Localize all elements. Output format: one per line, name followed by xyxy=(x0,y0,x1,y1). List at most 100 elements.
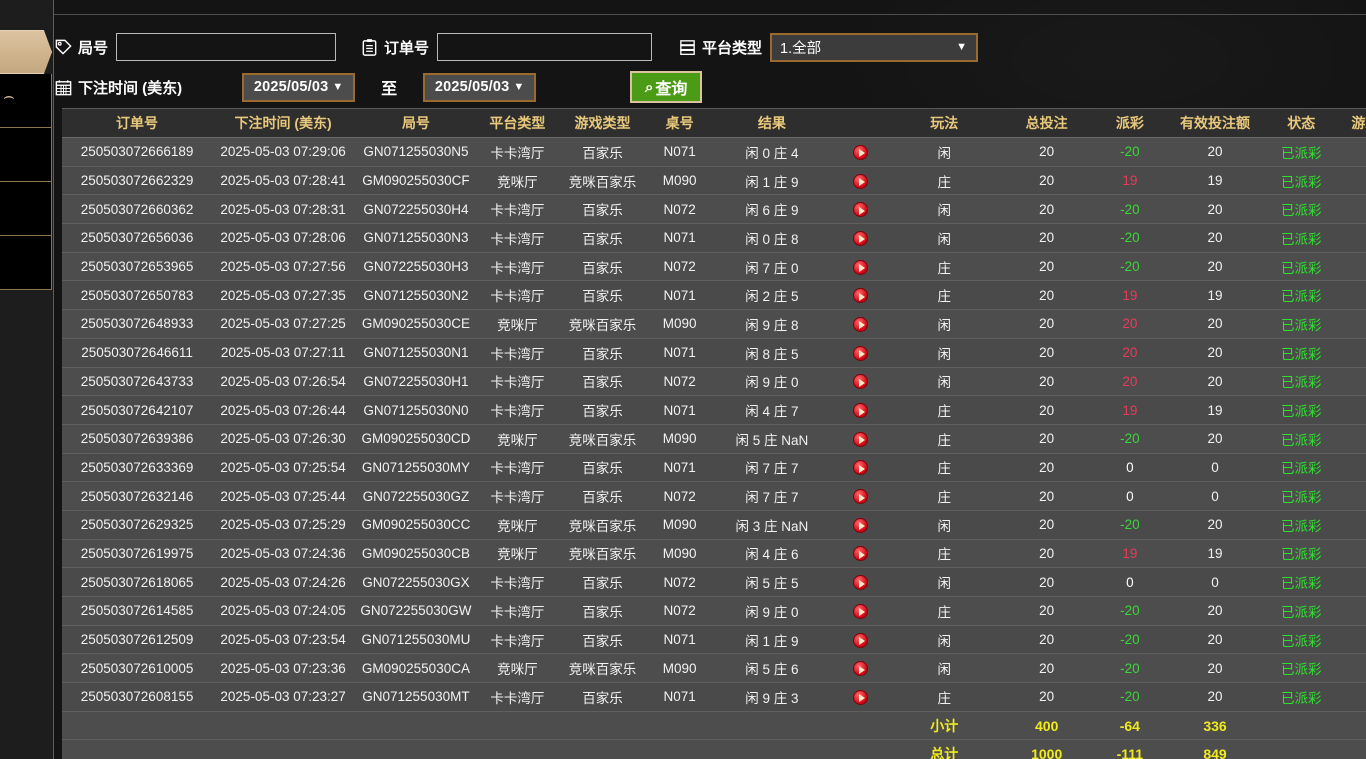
replay-cell xyxy=(832,567,889,597)
table-row[interactable]: 250503072639386 2025-05-03 07:26:30 GM0902… xyxy=(62,424,1366,454)
records-table: 订单号 下注时间 (美东) 局号 平台类型 游戏类型 桌号 结果 玩法 总投注 … xyxy=(62,108,1366,759)
payout-cell: 20 xyxy=(1093,338,1167,368)
table-row[interactable]: 250503072666189 2025-05-03 07:29:06 GN0712… xyxy=(62,137,1366,167)
play-replay-icon[interactable] xyxy=(853,546,869,562)
round-no-cell: GN071255030MU xyxy=(354,625,478,655)
play-replay-icon[interactable] xyxy=(853,288,869,304)
col-header-valid-bet[interactable]: 有效投注额 xyxy=(1166,108,1264,138)
play-replay-icon[interactable] xyxy=(853,230,869,246)
col-header-platform[interactable]: 平台类型 xyxy=(477,108,557,138)
result-cell: 闲 7 庄 7 xyxy=(711,481,833,511)
play-replay-icon[interactable] xyxy=(853,202,869,218)
order-no-cell: 250503072618065 xyxy=(62,567,213,597)
total-bet-cell: 20 xyxy=(1000,596,1094,626)
table-row[interactable]: 250503072650783 2025-05-03 07:27:35 GN0712… xyxy=(62,280,1366,311)
replay-cell xyxy=(832,367,889,397)
table-row[interactable]: 250503072614585 2025-05-03 07:24:05 GN0722… xyxy=(62,596,1366,626)
status-cell: 已派彩 xyxy=(1263,309,1339,339)
valid-bet-cell: 20 xyxy=(1166,596,1264,626)
order-no-cell: 250503072614585 xyxy=(62,596,213,626)
play-replay-icon[interactable] xyxy=(853,403,869,418)
play-replay-icon[interactable] xyxy=(853,689,869,705)
play-replay-icon[interactable] xyxy=(853,460,869,476)
table-row[interactable]: 250503072612509 2025-05-03 07:23:54 GN0712… xyxy=(62,625,1366,655)
col-header-method[interactable]: 玩法 xyxy=(888,108,1001,138)
result-cell: 闲 4 庄 7 xyxy=(711,395,833,425)
platform-type-select[interactable]: 1.全部 ▼ xyxy=(770,32,979,62)
col-header-total-bet[interactable]: 总投注 xyxy=(1000,108,1094,138)
table-row[interactable]: 250503072660362 2025-05-03 07:28:31 GN0722… xyxy=(62,194,1366,225)
table-row[interactable]: 250503072610005 2025-05-03 07:23:36 GM0902… xyxy=(62,653,1366,684)
play-replay-icon[interactable] xyxy=(853,632,869,648)
play-replay-icon[interactable] xyxy=(853,144,869,160)
calendar-icon xyxy=(54,78,73,97)
play-replay-icon[interactable] xyxy=(853,259,869,275)
valid-bet-cell: 0 xyxy=(1166,453,1264,483)
table-row[interactable]: 250503072629325 2025-05-03 07:25:29 GM0902… xyxy=(62,510,1366,540)
result-cell: 闲 9 庄 3 xyxy=(711,682,833,712)
date-to-picker[interactable]: 2025/05/03 ▼ xyxy=(423,72,537,102)
play-replay-icon[interactable] xyxy=(853,603,869,619)
col-header-order-no[interactable]: 订单号 xyxy=(62,108,213,138)
result-cell: 闲 9 庄 8 xyxy=(711,309,833,339)
game-type-cell: 竞咪百家乐 xyxy=(556,510,649,540)
table-row[interactable]: 250503072656036 2025-05-03 07:28:06 GN0712… xyxy=(62,223,1366,253)
table-row[interactable]: 250503072643733 2025-05-03 07:26:54 GN0722… xyxy=(62,367,1366,397)
footer-total-bet: 1000 xyxy=(1000,739,1094,759)
status-cell: 已派彩 xyxy=(1263,194,1339,225)
method-cell: 庄 xyxy=(888,166,1001,196)
table-row[interactable]: 250503072648933 2025-05-03 07:27:25 GM0902… xyxy=(62,309,1366,339)
play-replay-icon[interactable] xyxy=(853,575,869,591)
col-header-game-mode[interactable]: 游戏模式 xyxy=(1338,108,1366,138)
table-row[interactable]: 250503072662329 2025-05-03 07:28:41 GM0902… xyxy=(62,166,1366,196)
col-header-status[interactable]: 状态 xyxy=(1263,108,1339,138)
play-replay-icon[interactable] xyxy=(853,173,869,189)
play-replay-icon[interactable] xyxy=(853,489,869,505)
round-no-cell: GN072255030GW xyxy=(354,596,478,626)
sidebar-tab-third[interactable] xyxy=(0,128,52,182)
col-header-game-type[interactable]: 游戏类型 xyxy=(556,108,649,138)
play-replay-icon[interactable] xyxy=(853,431,869,447)
table-row[interactable]: 250503072632146 2025-05-03 07:25:44 GN0722… xyxy=(62,481,1366,511)
sidebar-tab-second[interactable]: ⌢ xyxy=(0,74,52,128)
round-no-input[interactable] xyxy=(116,33,337,61)
result-cell: 闲 3 庄 NaN xyxy=(711,510,833,540)
sidebar-tab-active[interactable] xyxy=(0,30,52,74)
status-cell: 已派彩 xyxy=(1263,539,1339,569)
bet-time-cell: 2025-05-03 07:27:11 xyxy=(212,338,355,368)
valid-bet-cell: 20 xyxy=(1166,424,1264,454)
game-type-cell: 百家乐 xyxy=(556,481,649,511)
table-no-cell: M090 xyxy=(648,510,712,540)
total-bet-cell: 20 xyxy=(1000,223,1094,253)
col-header-payout[interactable]: 派彩 xyxy=(1093,108,1167,138)
col-header-table-no[interactable]: 桌号 xyxy=(648,108,712,138)
method-cell: 闲 xyxy=(888,194,1001,225)
table-row[interactable]: 250503072633369 2025-05-03 07:25:54 GN0712… xyxy=(62,453,1366,483)
table-row[interactable]: 250503072646611 2025-05-03 07:27:11 GN0712… xyxy=(62,338,1366,368)
list-icon xyxy=(678,38,697,57)
table-row[interactable]: 250503072653965 2025-05-03 07:27:56 GN0722… xyxy=(62,252,1366,282)
play-replay-icon[interactable] xyxy=(853,374,869,390)
table-row[interactable]: 250503072642107 2025-05-03 07:26:44 GN0712… xyxy=(62,395,1366,425)
play-replay-icon[interactable] xyxy=(853,661,869,677)
col-header-result[interactable]: 结果 xyxy=(711,108,833,138)
game-type-cell: 百家乐 xyxy=(556,596,649,626)
play-replay-icon[interactable] xyxy=(853,316,869,332)
sidebar-tab-fourth[interactable] xyxy=(0,182,52,236)
sidebar-tab-fifth[interactable] xyxy=(0,236,52,290)
game-type-cell: 百家乐 xyxy=(556,367,649,397)
play-replay-icon[interactable] xyxy=(853,517,869,533)
col-header-bet-time[interactable]: 下注时间 (美东) xyxy=(212,108,355,138)
order-no-input[interactable] xyxy=(437,33,653,61)
table-row[interactable]: 250503072608155 2025-05-03 07:23:27 GN0712… xyxy=(62,682,1366,712)
result-cell: 闲 7 庄 7 xyxy=(711,453,833,483)
bet-time-cell: 2025-05-03 07:28:31 xyxy=(212,194,355,225)
table-row[interactable]: 250503072619975 2025-05-03 07:24:36 GM0902… xyxy=(62,539,1366,569)
play-replay-icon[interactable] xyxy=(853,345,869,361)
table-row[interactable]: 250503072618065 2025-05-03 07:24:26 GN0722… xyxy=(62,567,1366,597)
col-header-round-no[interactable]: 局号 xyxy=(354,108,478,138)
query-button[interactable]: ⌕ 查询 xyxy=(630,71,703,103)
date-from-picker[interactable]: 2025/05/03 ▼ xyxy=(242,72,356,102)
table-header: 订单号 下注时间 (美东) 局号 平台类型 游戏类型 桌号 结果 玩法 总投注 … xyxy=(62,108,1366,138)
clipboard-icon xyxy=(360,38,379,57)
